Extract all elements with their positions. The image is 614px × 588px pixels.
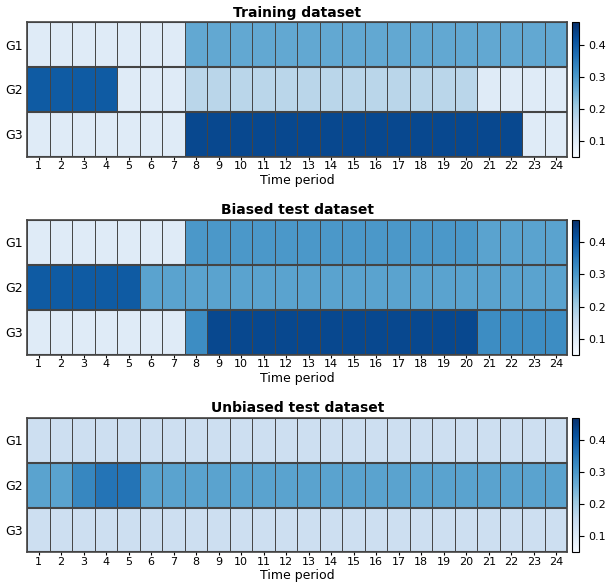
- Title: Biased test dataset: Biased test dataset: [221, 203, 374, 218]
- X-axis label: Time period: Time period: [260, 173, 335, 187]
- X-axis label: Time period: Time period: [260, 569, 335, 583]
- X-axis label: Time period: Time period: [260, 372, 335, 385]
- Title: Unbiased test dataset: Unbiased test dataset: [211, 401, 384, 415]
- Title: Training dataset: Training dataset: [233, 5, 362, 19]
